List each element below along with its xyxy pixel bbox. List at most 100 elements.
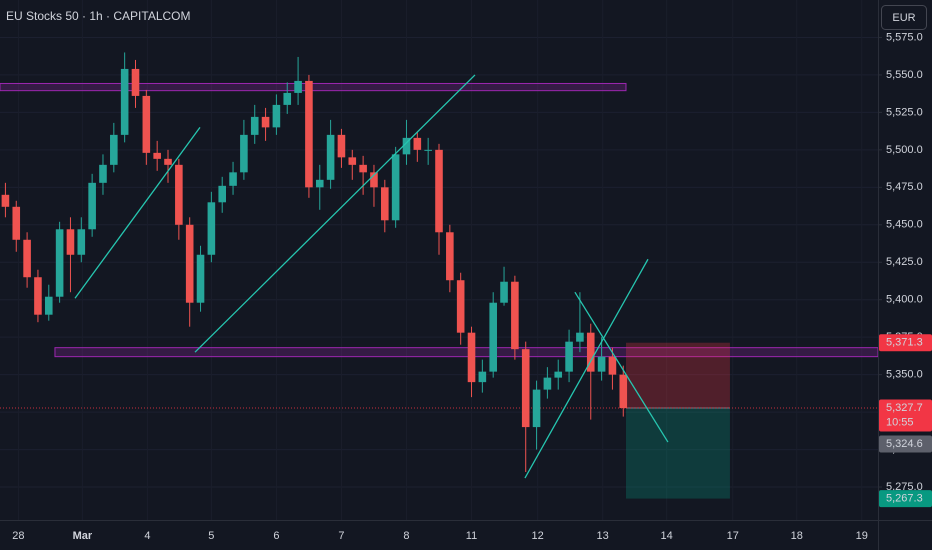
- candle-body: [456, 280, 465, 333]
- candle-body: [565, 341, 573, 372]
- y-tick-label: 5,500.0: [886, 144, 923, 156]
- price-label: 5,371.3: [886, 337, 923, 349]
- candle-body: [142, 95, 151, 153]
- price-label-bg: [879, 334, 932, 352]
- candle-body: [402, 137, 411, 155]
- x-tick-label: 13: [597, 530, 609, 542]
- candle-body: [391, 154, 400, 221]
- candle-body: [337, 134, 346, 158]
- candle-body: [153, 152, 161, 159]
- price-label-bg: [879, 490, 932, 508]
- candle-body: [272, 104, 281, 128]
- candle-body: [543, 377, 552, 390]
- x-tick-label: 4: [144, 530, 150, 542]
- candle-body: [597, 356, 606, 372]
- candle-body: [120, 68, 129, 135]
- candle-body: [511, 281, 519, 350]
- chart-title: EU Stocks 50 · 1h · CAPITALCOM: [6, 9, 191, 23]
- x-tick-label: 18: [791, 530, 803, 542]
- y-tick-label: 5,450.0: [886, 219, 923, 231]
- x-tick-label: Mar: [73, 530, 93, 542]
- candle-body: [34, 277, 42, 315]
- y-tick-label: 5,400.0: [886, 294, 923, 306]
- price-label: 5,327.7: [886, 402, 923, 414]
- candle-body: [1, 194, 10, 207]
- countdown: 10:55: [886, 416, 914, 428]
- candle-body: [381, 187, 389, 221]
- candle-body: [175, 164, 183, 225]
- trend-line: [194, 74, 476, 353]
- y-tick-label: 5,475.0: [886, 181, 923, 193]
- x-tick-label: 19: [856, 530, 868, 542]
- candle-body: [532, 389, 541, 428]
- candle-body: [619, 374, 628, 409]
- candle-body: [467, 332, 476, 383]
- candle-body: [478, 371, 487, 383]
- candle-body: [315, 179, 324, 188]
- target-zone: [625, 408, 730, 499]
- y-tick-label: 5,350.0: [886, 369, 923, 381]
- candle-body: [185, 224, 194, 303]
- x-tick-label: 12: [532, 530, 544, 542]
- trend-line: [574, 291, 669, 443]
- candle-body: [77, 229, 86, 255]
- price-label-bg: [879, 435, 932, 453]
- candle-body: [283, 92, 292, 105]
- candle-body: [240, 134, 248, 173]
- candle-body: [359, 164, 367, 173]
- currency[interactable]: EUR: [892, 12, 915, 24]
- candle-body: [229, 172, 237, 186]
- candle-body: [23, 239, 31, 278]
- price-label: 5,267.3: [886, 492, 923, 504]
- candle-body: [207, 202, 216, 255]
- zone: [54, 347, 878, 358]
- candle-body: [294, 80, 302, 93]
- zone: [0, 82, 627, 92]
- y-tick-label: 5,525.0: [886, 106, 923, 118]
- candle-body: [99, 164, 107, 183]
- plot-area: [0, 36, 878, 499]
- currency-button[interactable]: [881, 5, 927, 30]
- candle-body: [521, 349, 530, 428]
- candle-body: [370, 172, 378, 188]
- candle-body: [196, 254, 205, 303]
- y-tick-label: 5,425.0: [886, 256, 923, 268]
- x-tick-label: 28: [12, 530, 24, 542]
- candle-body: [66, 229, 75, 255]
- trend-line: [524, 258, 649, 479]
- candle-body: [131, 68, 140, 96]
- candle-body: [500, 281, 508, 303]
- candle-body: [88, 182, 96, 230]
- trend-line: [74, 126, 201, 299]
- candle-body: [326, 134, 335, 180]
- candle-body: [218, 185, 227, 203]
- y-tick-label: 5,550.0: [886, 69, 923, 81]
- candle-body: [608, 356, 617, 375]
- candle-body: [250, 116, 259, 135]
- candle-body: [164, 158, 172, 165]
- candle-body: [305, 80, 313, 188]
- candle-body: [110, 134, 118, 165]
- candle-body: [424, 149, 432, 151]
- candle-body: [554, 371, 563, 378]
- y-tick-label: 5,575.0: [886, 31, 923, 43]
- candle-body: [413, 137, 422, 150]
- x-tick-label: 8: [403, 530, 409, 542]
- candle-body: [435, 149, 443, 233]
- candle-body: [489, 302, 497, 372]
- x-tick-label: 5: [208, 530, 214, 542]
- stop-zone: [625, 342, 730, 409]
- x-tick-label: 11: [466, 530, 477, 542]
- candle-body: [55, 229, 64, 297]
- candle-body: [446, 232, 454, 281]
- x-tick-label: 14: [661, 530, 673, 542]
- candle-body: [44, 296, 53, 315]
- candle-body: [348, 157, 357, 165]
- x-tick-label: 6: [273, 530, 279, 542]
- x-tick-label: 17: [727, 530, 739, 542]
- y-tick-label: 5,275.0: [886, 481, 923, 493]
- candle-body: [586, 332, 595, 372]
